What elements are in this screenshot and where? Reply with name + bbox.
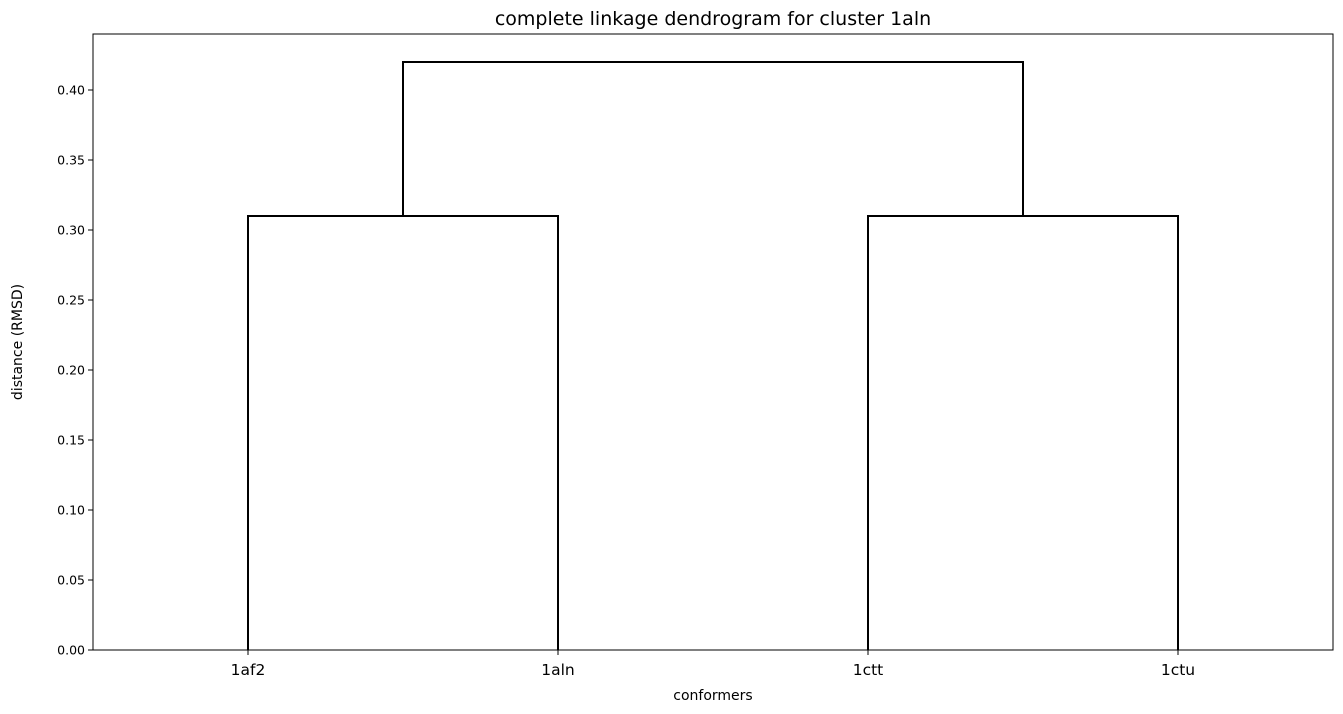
y-tick-label: 0.20 [57,363,85,378]
leaf-label-1ctu: 1ctu [1161,661,1195,679]
y-axis-ticks: 0.00 0.05 0.10 0.15 0.20 0.25 0.30 0.35 0.40 [57,83,93,658]
y-tick-label: 0.15 [57,433,85,448]
y-tick-label: 0.25 [57,293,85,308]
x-axis-ticks: 1af2 1aln 1ctt 1ctu [231,650,1195,679]
y-tick-label: 0.40 [57,83,85,98]
dendrogram-link-3 [402,61,1024,216]
leaf-label-1ctt: 1ctt [853,661,884,679]
y-tick-label: 0.30 [57,223,85,238]
x-axis-label: conformers [673,688,752,704]
y-tick-label: 0.05 [57,573,85,588]
plot-frame [92,33,1334,651]
leaf-label-1af2: 1af2 [231,661,266,679]
y-tick-label: 0.00 [57,643,85,658]
chart-title: complete linkage dendrogram for cluster … [495,8,931,30]
y-axis-label: distance (RMSD) [10,284,26,400]
dendrogram-links [247,61,1179,650]
y-tick-label: 0.35 [57,153,85,168]
leaf-label-1aln: 1aln [541,661,575,679]
y-tick-label: 0.10 [57,503,85,518]
